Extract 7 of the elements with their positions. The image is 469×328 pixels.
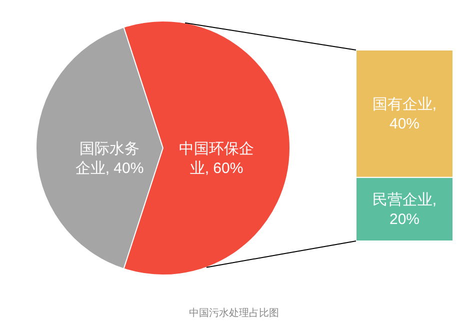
series-label: 国有企业, <box>372 96 437 114</box>
text: 中国污水处理占比图 <box>189 307 279 319</box>
series-label: 民营企业, <box>372 192 437 209</box>
slice-label: 国际水务企业, 40% <box>75 140 144 177</box>
data-label: 20% <box>389 211 420 228</box>
data-label: 40% <box>389 116 420 133</box>
slice-label: 中国环保企业, 60% <box>179 140 254 177</box>
